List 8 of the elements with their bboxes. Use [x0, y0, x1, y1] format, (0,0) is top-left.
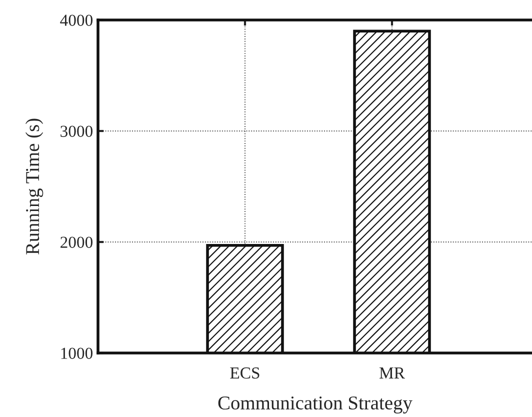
x-tick-label: ECS [230, 367, 260, 379]
y-tick-label: 1000 [61, 348, 93, 359]
y-tick-label: 3000 [60, 126, 93, 137]
y-axis-title: Running Time (s) [25, 118, 44, 255]
x-tick-label: MR [380, 368, 405, 378]
x-axis-title: Communication Strategy [218, 396, 412, 414]
y-tick-label: 4000 [60, 14, 93, 26]
y-tick-label: 2000 [60, 236, 93, 248]
